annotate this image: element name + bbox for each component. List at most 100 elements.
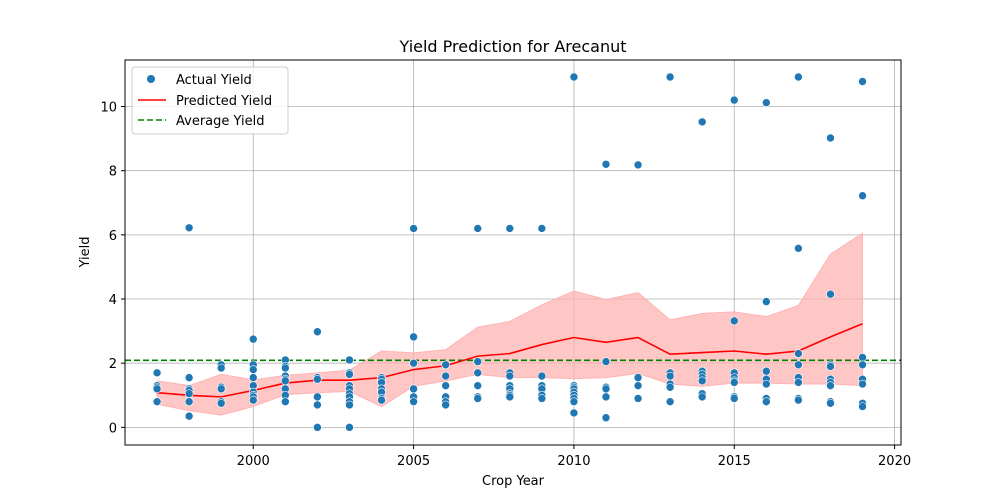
legend-actual-label: Actual Yield <box>176 73 252 88</box>
actual-yield-point <box>505 224 515 233</box>
actual-yield-point <box>409 384 418 394</box>
actual-yield-point <box>697 117 707 127</box>
actual-yield-point <box>537 371 547 381</box>
y-tick-label: 10 <box>100 101 117 116</box>
actual-yield-point <box>184 397 194 406</box>
actual-yield-point <box>313 327 322 337</box>
actual-yield-point <box>537 394 547 403</box>
actual-yield-point <box>794 72 803 82</box>
actual-yield-point <box>762 366 771 376</box>
actual-yield-point <box>216 384 226 394</box>
actual-yield-point <box>345 370 354 379</box>
actual-yield-point <box>313 400 322 410</box>
chart-title: Yield Prediction for Arecanut <box>398 37 626 56</box>
actual-yield-point <box>248 373 258 382</box>
actual-yield-point <box>184 373 194 382</box>
actual-yield-point <box>537 224 547 233</box>
actual-yield-point <box>152 397 162 406</box>
y-axis-ticks: 0 2 4 6 8 10 <box>100 101 125 436</box>
actual-yield-point <box>409 358 418 368</box>
actual-yield-point <box>794 360 803 370</box>
actual-yield-point <box>762 397 771 406</box>
actual-yield-point <box>826 289 835 299</box>
actual-yield-point <box>569 72 579 82</box>
legend: Actual Yield Predicted Yield Average Yie… <box>131 66 289 135</box>
actual-yield-point <box>248 365 258 374</box>
actual-yield-point <box>505 371 515 381</box>
actual-yield-point <box>377 395 386 405</box>
actual-yield-point <box>826 362 835 371</box>
actual-yield-point <box>473 357 483 366</box>
actual-yield-point <box>152 384 162 394</box>
actual-yield-point <box>665 72 675 82</box>
actual-yield-point <box>633 394 643 403</box>
actual-yield-point <box>601 392 611 402</box>
actual-yield-point <box>826 133 835 143</box>
actual-yield-point <box>152 368 162 378</box>
x-tick-label: 2015 <box>718 454 751 469</box>
actual-yield-point <box>858 379 867 389</box>
actual-yield-point <box>665 397 675 406</box>
actual-yield-point <box>858 402 867 411</box>
actual-yield-point <box>281 376 290 386</box>
y-tick-label: 6 <box>109 229 117 244</box>
actual-yield-point <box>794 395 803 405</box>
actual-yield-point <box>505 392 515 402</box>
actual-yield-point <box>409 332 418 342</box>
actual-yield-point <box>184 389 194 398</box>
actual-yield-point <box>794 378 803 387</box>
actual-yield-point <box>345 423 354 432</box>
plot-frame <box>124 59 902 446</box>
actual-yield-point <box>601 357 611 366</box>
actual-yield-point <box>665 371 675 381</box>
actual-yield-point <box>794 349 803 358</box>
actual-yield-point <box>281 397 290 406</box>
x-tick-label: 2010 <box>557 454 590 469</box>
actual-yield-point <box>729 95 739 105</box>
actual-yield-point <box>473 381 483 390</box>
predicted-line <box>157 322 863 398</box>
y-tick-label: 8 <box>109 165 117 180</box>
y-tick-label: 2 <box>109 357 117 372</box>
y-axis-label: Yield <box>78 237 93 269</box>
actual-yield-point <box>826 381 835 390</box>
actual-yield-point <box>729 394 739 403</box>
actual-yield-point <box>248 334 258 344</box>
actual-yield-point <box>601 159 611 169</box>
actual-yield-point <box>313 392 322 402</box>
actual-yield-point <box>858 353 867 362</box>
legend-average-label: Average Yield <box>176 114 264 129</box>
actual-yield-point <box>601 384 611 394</box>
actual-yield-point <box>473 394 483 403</box>
actual-yield-point <box>633 381 643 390</box>
x-tick-label: 2020 <box>878 454 911 469</box>
actual-yield-point <box>345 400 354 410</box>
actual-yield-point <box>601 413 611 423</box>
legend-actual-marker <box>147 75 155 83</box>
actual-yield-point <box>441 381 450 390</box>
x-axis-label: Crop Year <box>482 474 545 489</box>
actual-yield-point <box>762 297 771 306</box>
actual-yield-point <box>216 363 226 373</box>
actual-yield-point <box>569 397 579 406</box>
predicted-yield-line <box>157 322 863 398</box>
actual-yield-point <box>409 397 418 406</box>
actual-yield-point <box>184 223 194 233</box>
actual-yield-point <box>248 395 258 405</box>
x-tick-label: 2005 <box>397 454 430 469</box>
actual-yield-point <box>409 224 418 233</box>
legend-predicted-label: Predicted Yield <box>176 94 272 109</box>
actual-yield-point <box>345 355 354 365</box>
actual-yield-point <box>762 98 771 107</box>
actual-yield-point <box>858 191 867 201</box>
x-tick-label: 2000 <box>237 454 270 469</box>
actual-yield-point <box>697 376 707 386</box>
actual-yield-point <box>858 360 867 370</box>
actual-yield-point <box>473 368 483 378</box>
y-tick-label: 4 <box>109 293 117 308</box>
actual-yield-point <box>826 398 835 408</box>
actual-yield-point <box>441 371 450 381</box>
actual-yield-point <box>794 244 803 253</box>
actual-yield-point <box>441 360 450 370</box>
x-axis-ticks: 2000 2005 2010 2015 2020 <box>237 445 911 469</box>
